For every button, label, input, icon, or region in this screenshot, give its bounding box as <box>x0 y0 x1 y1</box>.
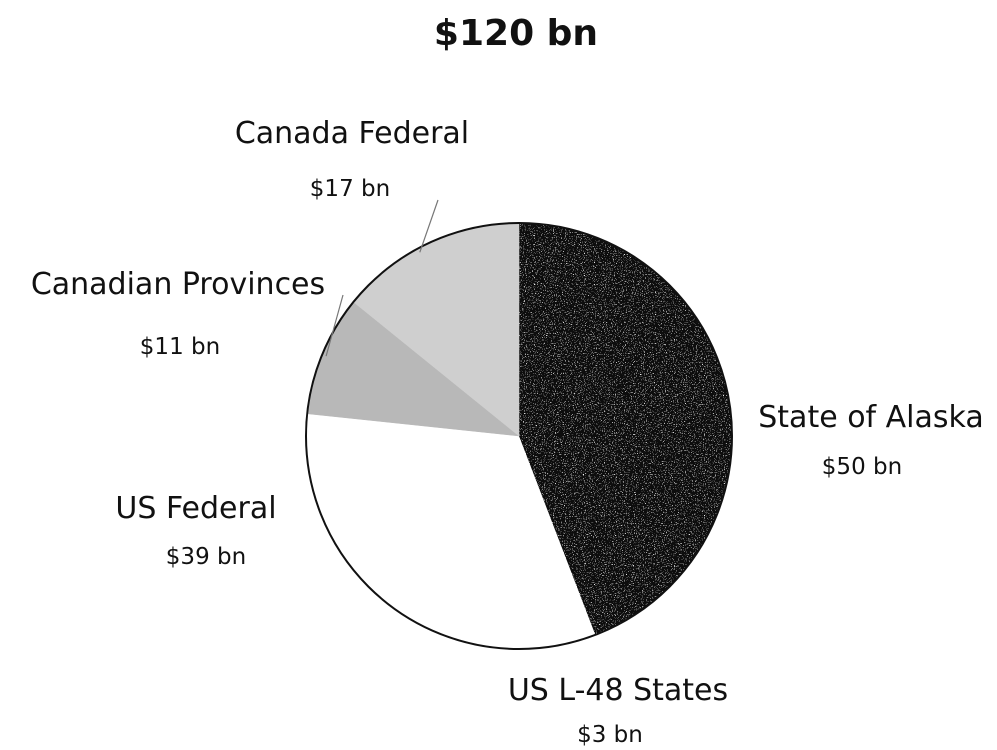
slice-label-canadian-provinces: Canadian Provinces <box>31 267 325 302</box>
slice-value-canadian-provinces: $11 bn <box>140 334 220 360</box>
pie-slice-us-federal <box>306 413 596 649</box>
slice-value-us-l48-states: $3 bn <box>577 722 643 748</box>
slice-label-canada-federal: Canada Federal <box>235 116 469 151</box>
chart-title: $120 bn <box>434 13 598 54</box>
slice-value-state-of-alaska: $50 bn <box>822 454 902 480</box>
pie-slices <box>305 222 733 650</box>
leader-line-canada-federal <box>419 199 439 253</box>
slice-value-us-federal: $39 bn <box>166 544 246 570</box>
slice-value-canada-federal: $17 bn <box>310 176 390 202</box>
slice-label-us-l48-states: US L-48 States <box>508 673 728 708</box>
slice-label-state-of-alaska: State of Alaska <box>758 400 984 435</box>
leader-line-canadian-provinces <box>325 294 344 357</box>
pie-outline <box>305 222 733 650</box>
slice-label-us-federal: US Federal <box>115 491 276 526</box>
leader-lines <box>325 199 439 357</box>
